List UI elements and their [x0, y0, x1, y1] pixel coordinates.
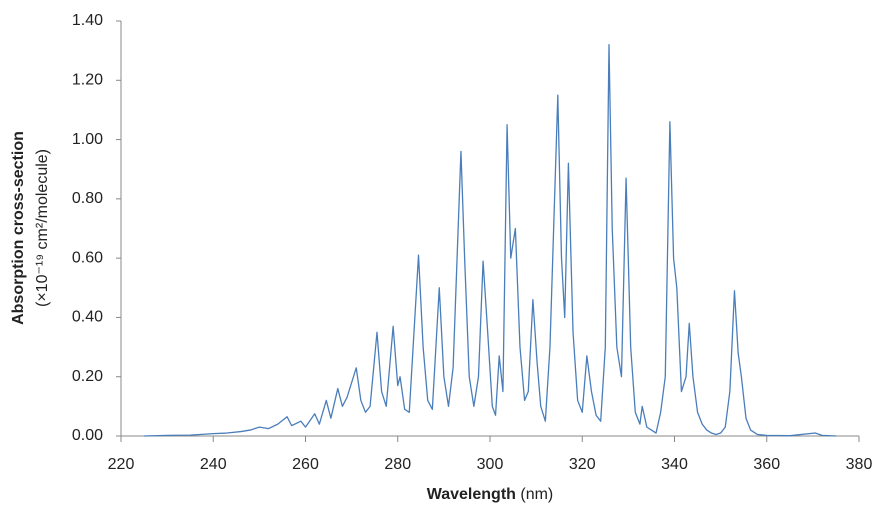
x-tick-label: 260 [292, 456, 319, 473]
x-tick-label: 380 [846, 456, 873, 473]
x-tick-label: 300 [477, 456, 504, 473]
y-tick-label: 1.40 [72, 12, 103, 29]
x-tick-label: 240 [200, 456, 227, 473]
x-label: Wavelength [427, 486, 516, 503]
y-label: Absorption cross-section [10, 131, 27, 325]
y-tick-label: 0.20 [72, 368, 103, 385]
y-label-units: (×10⁻¹⁹ cm²/molecule) [34, 149, 51, 307]
y-tick-label: 1.00 [72, 131, 103, 148]
x-tick-label: 220 [108, 456, 135, 473]
y-tick-label: 1.20 [72, 72, 103, 89]
x-tick-label: 320 [569, 456, 596, 473]
x-tick-label: 280 [384, 456, 411, 473]
y-tick-label: 0.60 [72, 249, 103, 266]
spectrum-line [144, 44, 836, 437]
y-tick-label: 0.00 [72, 427, 103, 444]
x-tick-label: 360 [753, 456, 780, 473]
x-label-units: (nm) [520, 486, 553, 503]
y-tick-label: 0.80 [72, 190, 103, 207]
x-axis-title: Wavelength (nm) [427, 486, 554, 503]
y-tick-label: 0.40 [72, 309, 103, 326]
x-tick-label: 340 [661, 456, 688, 473]
